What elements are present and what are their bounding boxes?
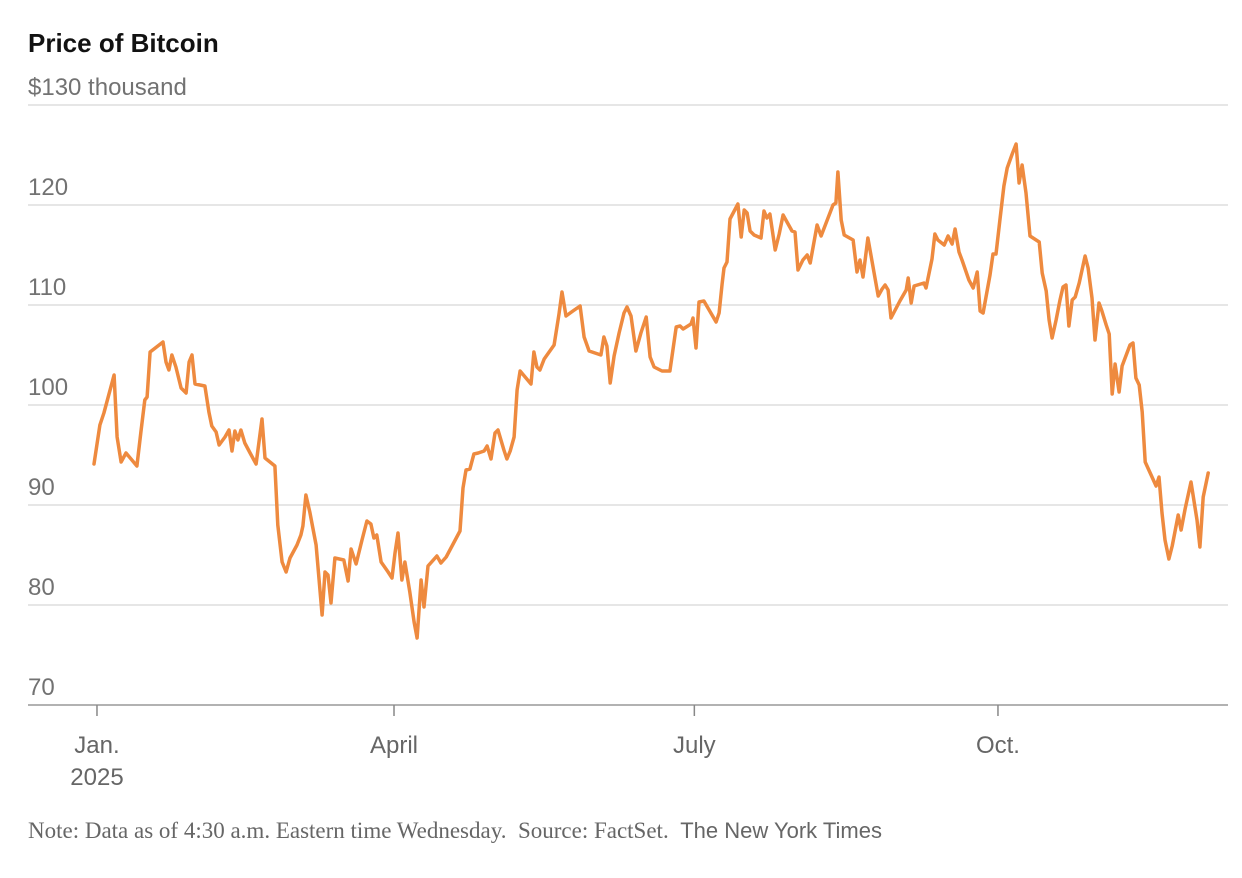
y-tick-label: 90 — [28, 474, 55, 501]
y-tick-label: 80 — [28, 574, 55, 601]
x-tick-label: April — [369, 732, 419, 759]
footnote: Note: Data as of 4:30 a.m. Eastern time … — [28, 818, 882, 844]
source: Source: FactSet. — [517, 818, 669, 843]
x-tick-label: July — [672, 732, 716, 759]
y-tick-label: 120 — [28, 174, 68, 201]
price-line — [92, 142, 1210, 640]
y-tick-label: 110 — [28, 274, 66, 301]
chart-title: Price of Bitcoin — [28, 28, 219, 58]
x-tick-label: Jan. 2025 — [70, 732, 124, 791]
y-tick-label: $130 thousand — [28, 74, 187, 101]
y-tick-label: 70 — [28, 674, 55, 701]
y-tick-label: 100 — [28, 374, 68, 401]
x-tick-label: Oct. — [975, 732, 1020, 759]
credit: The New York Times — [680, 818, 882, 843]
note: Note: Data as of 4:30 a.m. Eastern time … — [28, 818, 507, 843]
